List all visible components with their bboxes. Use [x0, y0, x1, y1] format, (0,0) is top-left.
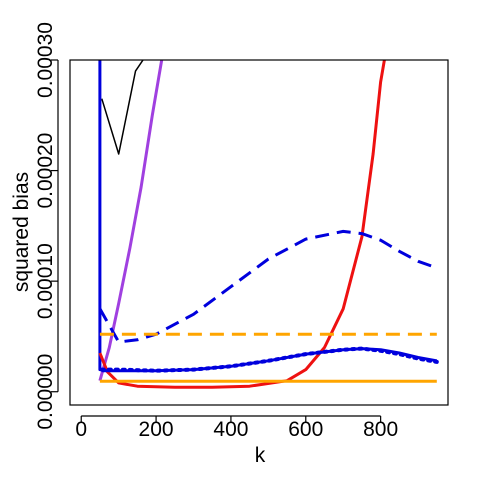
- series-line-5: [98, 229, 438, 344]
- y-axis-title: squared bias: [10, 172, 33, 292]
- x-tick-label: 200: [139, 418, 174, 441]
- y-tick-label: 0.00020: [34, 133, 57, 209]
- series-line-2: [98, 60, 164, 382]
- x-axis: 0 200 400 600 800: [75, 415, 398, 441]
- y-axis: 0.00000 0.00010 0.00020 0.00030: [34, 22, 59, 430]
- series-line-7: [101, 347, 438, 373]
- plot-series: [98, 60, 439, 389]
- y-tick-label: 0.00010: [34, 243, 57, 319]
- series-line-3: [98, 60, 102, 372]
- y-tick-label: 0.00000: [34, 354, 57, 430]
- x-tick-label: 600: [288, 418, 323, 441]
- plot-frame: [69, 59, 449, 406]
- x-tick-label: 800: [363, 418, 398, 441]
- series-line-1: [101, 60, 144, 155]
- y-tick-label: 0.00030: [34, 22, 57, 98]
- x-tick-label: 0: [75, 418, 87, 441]
- x-axis-title: k: [255, 444, 266, 467]
- series-line-4: [98, 60, 386, 389]
- x-tick-label: 400: [213, 418, 248, 441]
